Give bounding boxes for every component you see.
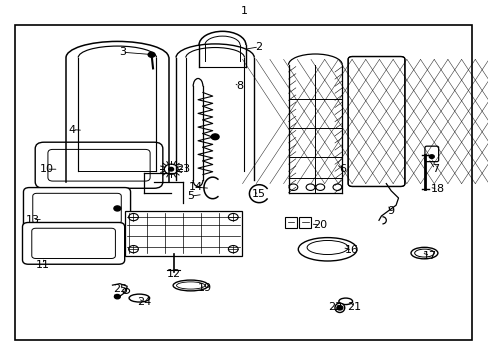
Text: 19: 19: [197, 283, 211, 293]
Text: 18: 18: [430, 184, 444, 194]
Text: 21: 21: [347, 302, 361, 312]
Text: 12: 12: [166, 269, 180, 279]
Text: 25: 25: [113, 284, 126, 294]
Text: 4: 4: [69, 125, 76, 135]
Text: 22: 22: [327, 302, 342, 312]
Ellipse shape: [410, 247, 437, 259]
FancyBboxPatch shape: [22, 222, 124, 264]
Text: 3: 3: [119, 47, 125, 57]
Text: 6: 6: [338, 164, 345, 174]
FancyBboxPatch shape: [48, 149, 150, 181]
Ellipse shape: [414, 249, 433, 257]
Text: 8: 8: [236, 81, 243, 91]
Circle shape: [114, 294, 120, 299]
Circle shape: [168, 167, 173, 171]
Ellipse shape: [306, 240, 347, 255]
Text: 15: 15: [252, 189, 265, 199]
Text: 20: 20: [313, 220, 326, 230]
FancyBboxPatch shape: [23, 188, 130, 229]
Text: 9: 9: [387, 206, 394, 216]
Text: 11: 11: [36, 260, 50, 270]
Circle shape: [114, 206, 121, 211]
Text: 1: 1: [241, 6, 247, 16]
FancyBboxPatch shape: [32, 228, 115, 258]
Bar: [299, 217, 310, 228]
FancyBboxPatch shape: [347, 57, 404, 186]
Circle shape: [336, 306, 342, 310]
FancyBboxPatch shape: [33, 193, 121, 224]
Text: 7: 7: [431, 164, 438, 174]
Circle shape: [428, 155, 433, 158]
Text: 10: 10: [40, 164, 53, 174]
Ellipse shape: [129, 294, 149, 302]
Text: 17: 17: [423, 251, 436, 261]
Bar: [15, 25, 471, 340]
Bar: [285, 217, 296, 228]
FancyBboxPatch shape: [35, 142, 163, 188]
Text: 2: 2: [255, 42, 262, 52]
Text: 14: 14: [188, 182, 202, 192]
Bar: [124, 211, 242, 256]
Ellipse shape: [334, 303, 344, 312]
Text: 23: 23: [176, 164, 190, 174]
Text: 13: 13: [26, 215, 40, 225]
Ellipse shape: [173, 280, 208, 291]
Ellipse shape: [176, 282, 204, 289]
Text: 24: 24: [137, 297, 151, 307]
Text: 16: 16: [345, 245, 358, 255]
FancyBboxPatch shape: [424, 146, 438, 162]
Circle shape: [211, 134, 219, 140]
Text: 5: 5: [187, 191, 194, 201]
Ellipse shape: [338, 298, 352, 305]
Circle shape: [148, 52, 155, 57]
